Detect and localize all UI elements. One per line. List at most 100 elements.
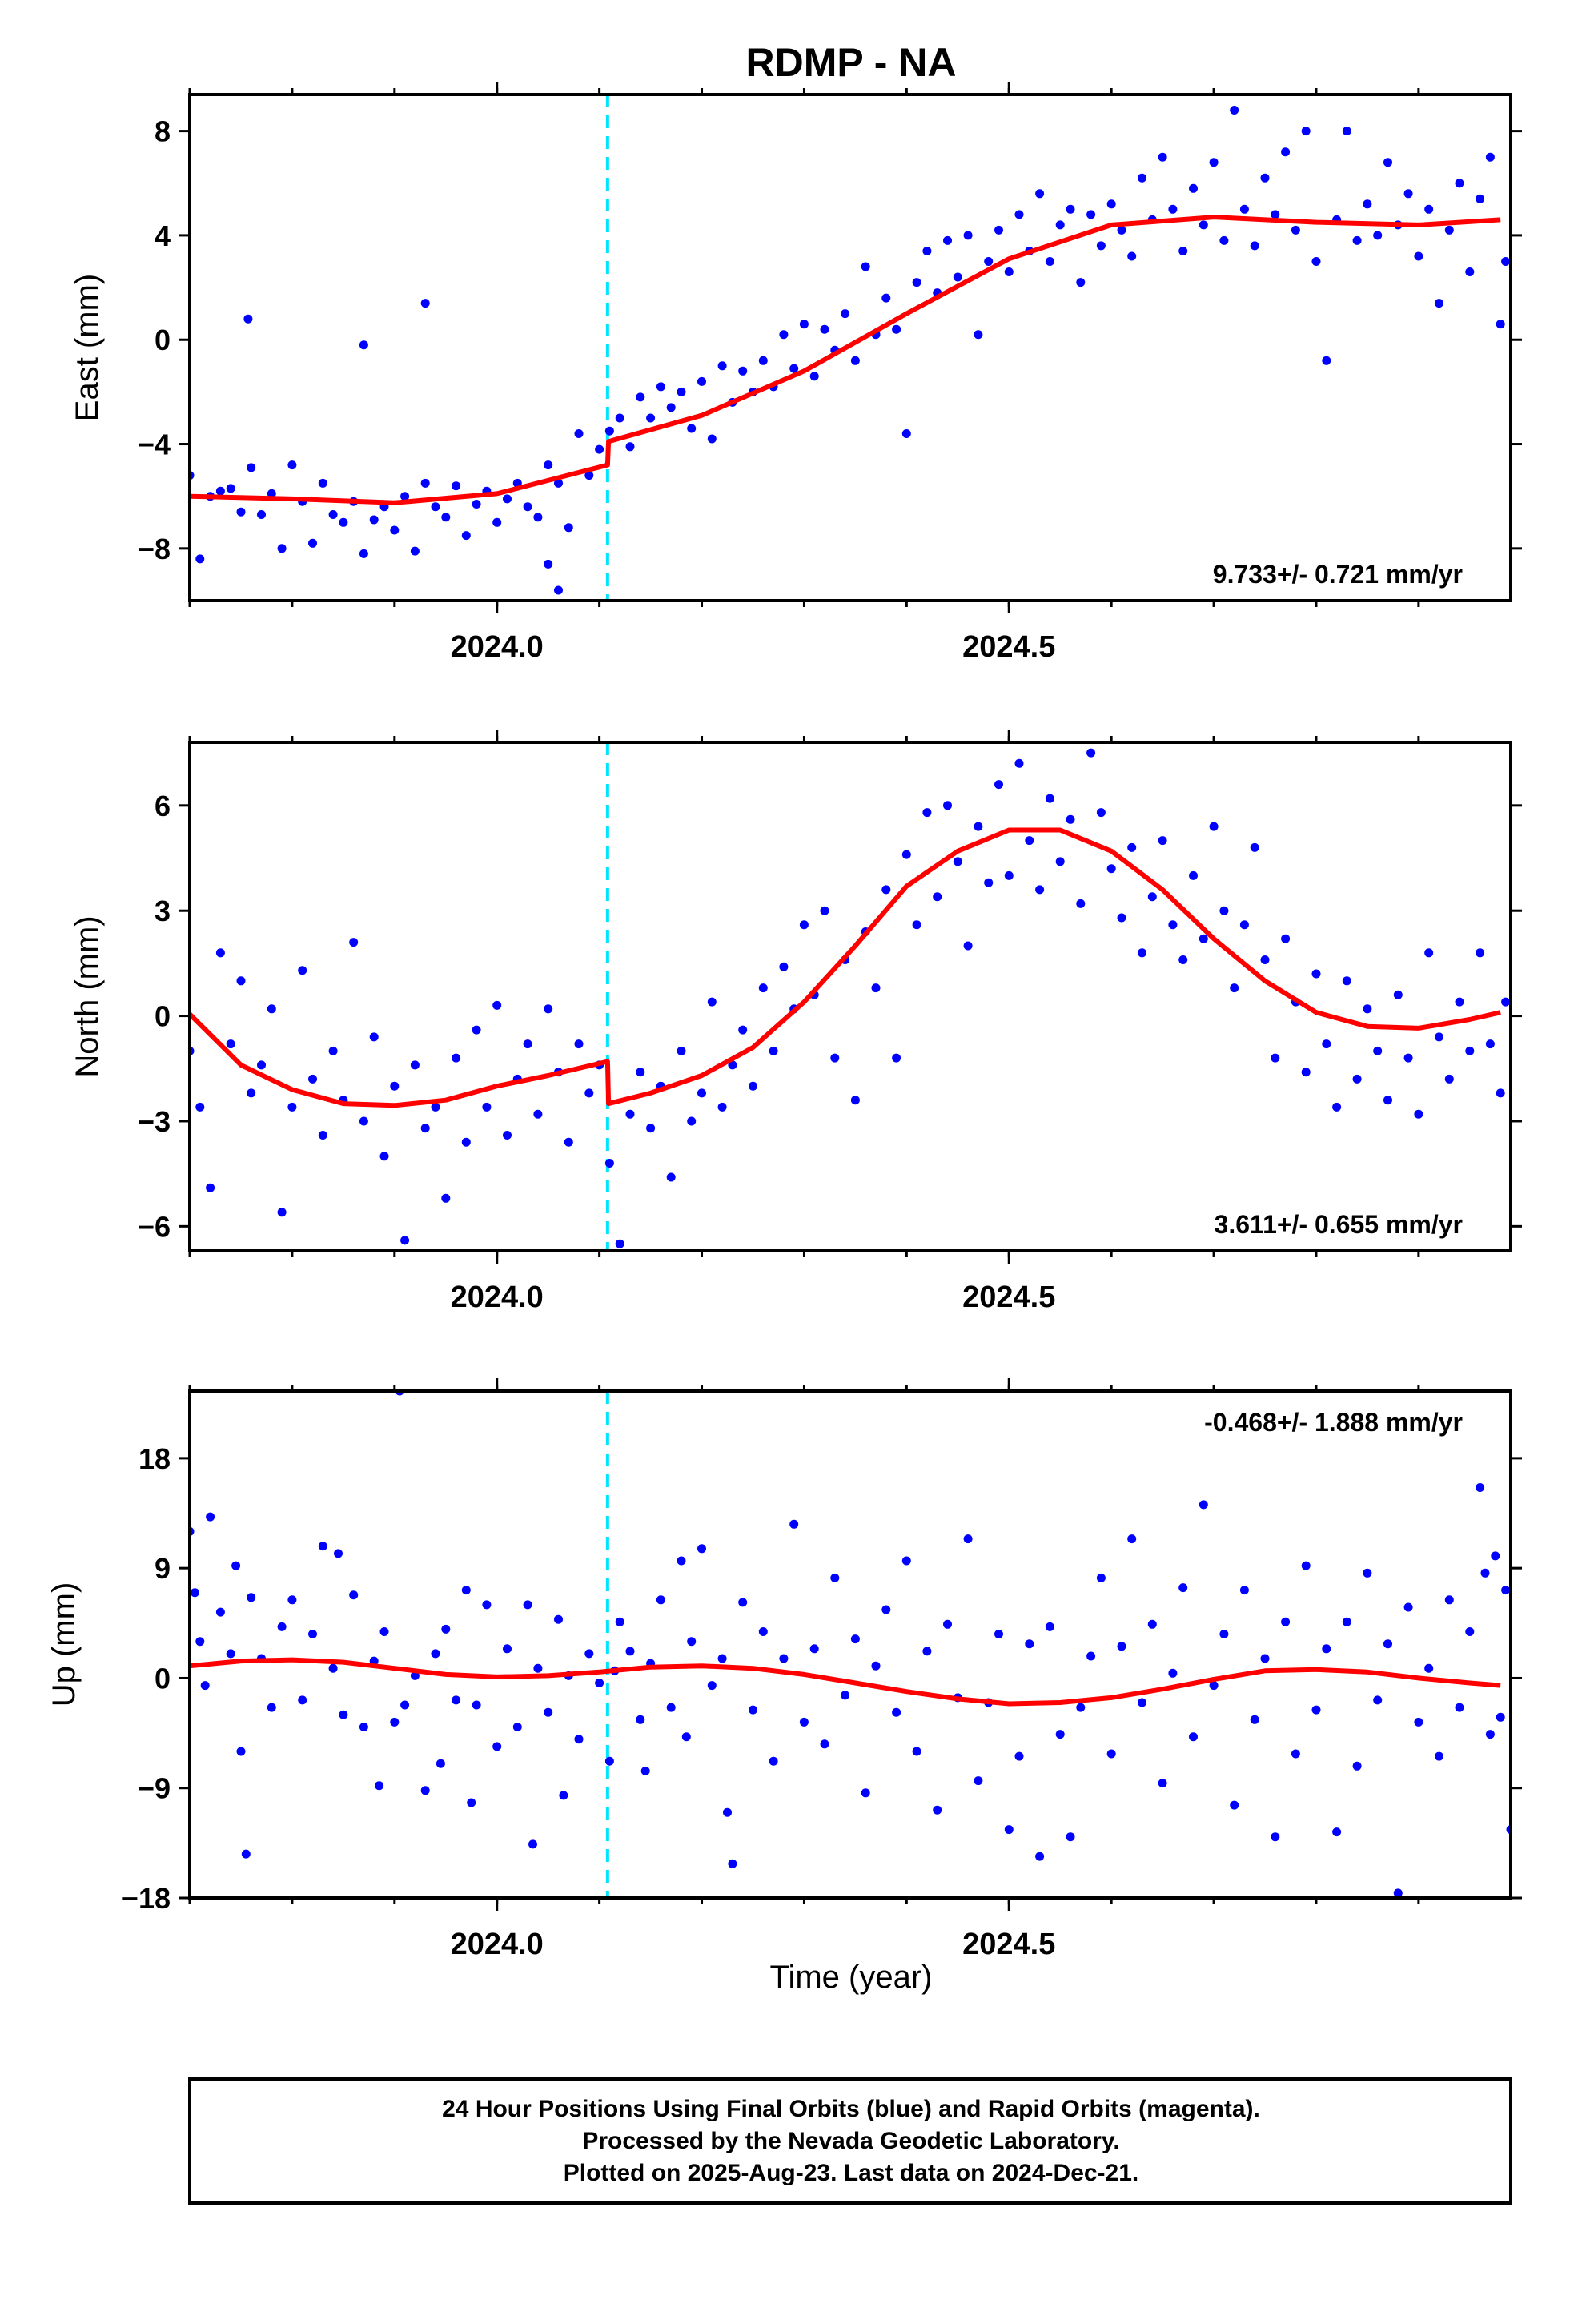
north-data-point bbox=[1383, 1096, 1392, 1105]
north-data-point bbox=[1127, 842, 1137, 852]
up-data-point bbox=[349, 1590, 359, 1600]
north-data-point bbox=[697, 1088, 706, 1098]
north-data-point bbox=[1444, 1074, 1454, 1084]
north-data-point bbox=[247, 1088, 256, 1098]
caption-line-3: Plotted on 2025-Aug-23. Last data on 202… bbox=[564, 2160, 1139, 2186]
up-data-point bbox=[717, 1654, 727, 1663]
north-data-point bbox=[369, 1032, 379, 1042]
up-data-point bbox=[277, 1622, 287, 1631]
east-data-point bbox=[984, 257, 994, 266]
up-data-point bbox=[1199, 1500, 1208, 1510]
up-data-point bbox=[1209, 1681, 1219, 1691]
up-data-point bbox=[339, 1710, 348, 1719]
up-panel: −18 −9 0 9 18 2024.0 2024.5 Up (mm) -0.468+/- 1.… bbox=[46, 1378, 1522, 1961]
up-data-point bbox=[574, 1735, 584, 1744]
east-data-point bbox=[1209, 158, 1219, 167]
east-data-point bbox=[1435, 299, 1443, 308]
up-data-point bbox=[584, 1649, 594, 1659]
north-data-point bbox=[799, 920, 809, 930]
east-data-point bbox=[1250, 241, 1259, 251]
up-data-point bbox=[461, 1586, 471, 1595]
up-data-point bbox=[1352, 1761, 1362, 1771]
up-data-point bbox=[728, 1859, 737, 1868]
east-data-point bbox=[1444, 225, 1454, 235]
up-data-point bbox=[681, 1732, 691, 1742]
north-data-point bbox=[728, 1060, 737, 1070]
up-data-point bbox=[231, 1561, 241, 1570]
north-model-line bbox=[190, 827, 1501, 1108]
north-data-point bbox=[1281, 934, 1291, 943]
north-data-point bbox=[1055, 857, 1065, 866]
north-data-point bbox=[379, 1152, 389, 1161]
east-data-point bbox=[1260, 173, 1270, 183]
up-data-layer bbox=[190, 1391, 1511, 1898]
north-data-point bbox=[666, 1172, 676, 1182]
up-data-point bbox=[503, 1644, 512, 1654]
east-data-point bbox=[809, 372, 819, 381]
north-data-point bbox=[943, 801, 952, 810]
east-data-point bbox=[994, 225, 1003, 235]
east-data-point bbox=[636, 392, 645, 402]
up-ytick-label: 0 bbox=[155, 1662, 171, 1695]
up-data-point bbox=[1281, 1617, 1291, 1626]
north-data-point bbox=[850, 1096, 860, 1105]
up-data-point bbox=[328, 1663, 338, 1673]
east-data-point bbox=[656, 382, 665, 392]
north-data-point bbox=[1311, 969, 1321, 979]
caption-line-2: Processed by the Nevada Geodetic Laborat… bbox=[582, 2128, 1119, 2154]
up-data-point bbox=[1168, 1668, 1178, 1678]
east-data-point bbox=[974, 330, 983, 340]
north-data-point bbox=[646, 1124, 656, 1133]
up-data-point bbox=[195, 1637, 205, 1647]
up-ylabel: Up (mm) bbox=[46, 1582, 82, 1707]
north-data-point bbox=[206, 1183, 215, 1192]
east-data-point bbox=[963, 231, 973, 240]
up-data-point bbox=[247, 1593, 256, 1602]
north-data-point bbox=[1239, 920, 1249, 930]
east-data-point bbox=[861, 262, 870, 271]
up-data-point bbox=[841, 1691, 850, 1700]
north-data-point bbox=[503, 1131, 512, 1140]
east-data-point bbox=[707, 434, 717, 444]
up-data-point bbox=[1158, 1779, 1167, 1788]
east-data-point bbox=[943, 235, 952, 245]
up-data-point bbox=[1250, 1715, 1259, 1724]
up-data-point bbox=[861, 1788, 870, 1798]
north-data-point bbox=[1363, 1004, 1372, 1014]
north-ylabel: North (mm) bbox=[70, 915, 105, 1077]
north-data-point bbox=[1025, 836, 1034, 846]
east-data-point bbox=[738, 366, 748, 376]
east-data-point bbox=[492, 517, 502, 527]
east-data-point bbox=[328, 510, 338, 519]
up-data-point bbox=[559, 1791, 568, 1800]
north-data-point bbox=[441, 1193, 451, 1203]
north-data-point bbox=[267, 1004, 276, 1014]
north-data-point bbox=[1342, 976, 1351, 986]
north-data-point bbox=[287, 1102, 297, 1112]
north-data-point bbox=[1250, 842, 1259, 852]
north-data-point bbox=[1260, 955, 1270, 964]
north-data-point bbox=[738, 1025, 748, 1035]
north-frame bbox=[188, 741, 1512, 1252]
north-data-point bbox=[533, 1109, 543, 1119]
north-data-point bbox=[984, 878, 994, 887]
north-data-point bbox=[1455, 997, 1464, 1007]
east-data-point bbox=[901, 429, 911, 438]
up-ytick-label: 18 bbox=[139, 1442, 171, 1475]
east-data-point bbox=[441, 513, 451, 522]
east-data-point bbox=[892, 324, 901, 334]
up-data-point bbox=[190, 1588, 199, 1598]
north-data-point bbox=[769, 1046, 778, 1055]
east-data-point bbox=[1373, 231, 1383, 240]
east-data-point bbox=[820, 324, 829, 334]
north-ytick-label: 3 bbox=[155, 895, 171, 927]
east-data-point bbox=[554, 478, 563, 488]
up-data-point bbox=[666, 1703, 676, 1712]
up-data-point bbox=[1342, 1617, 1351, 1626]
east-data-point bbox=[287, 460, 297, 470]
north-ytick-label: −3 bbox=[138, 1105, 171, 1138]
north-plot-area bbox=[190, 742, 1511, 1251]
east-rate-label: 9.733+/- 0.721 mm/yr bbox=[1213, 560, 1463, 589]
north-data-point bbox=[625, 1109, 635, 1119]
north-data-point bbox=[881, 885, 891, 895]
